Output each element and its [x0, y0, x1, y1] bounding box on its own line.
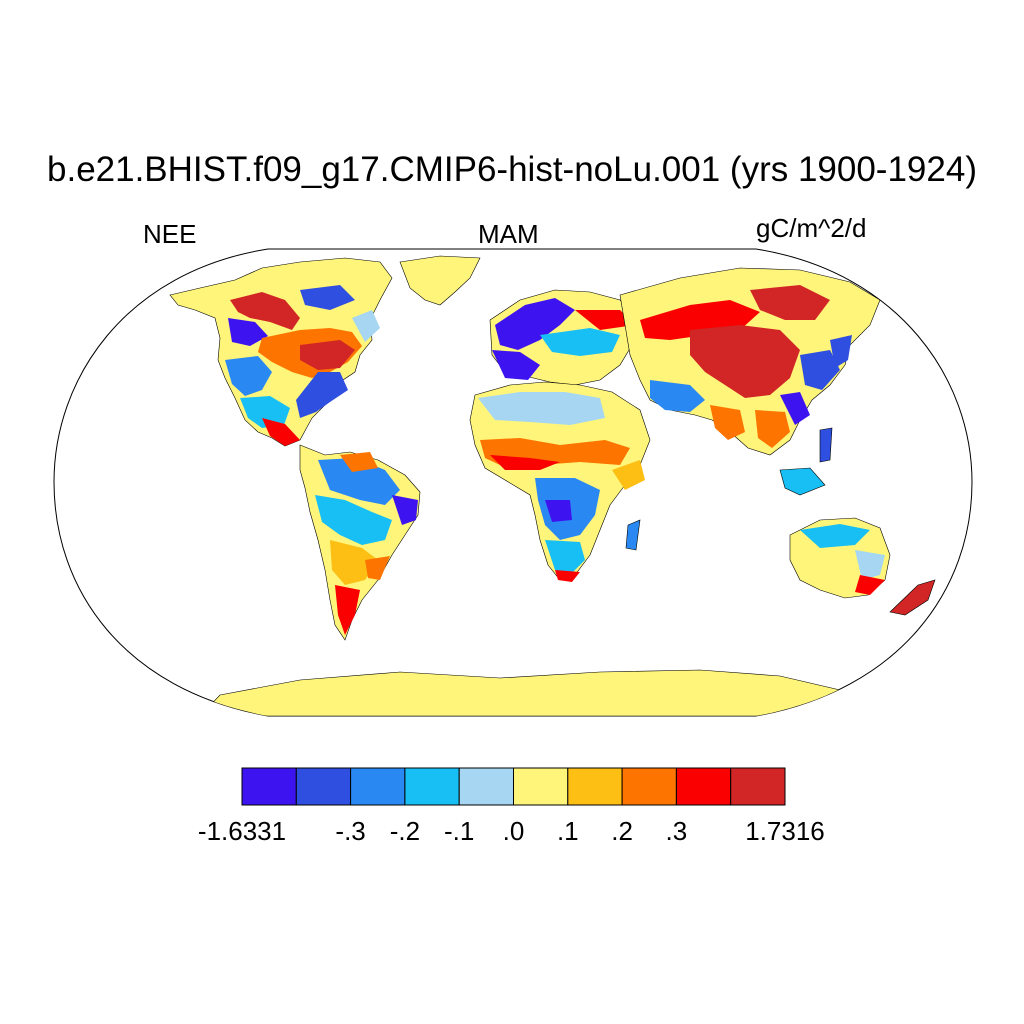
europe-region	[489, 289, 641, 386]
colorbar-tick-label: .3	[666, 816, 688, 846]
colorbar-tick-label: -.3	[335, 816, 365, 846]
colorbar-swatch-6	[567, 767, 623, 806]
africa-region	[469, 381, 651, 582]
variable-label: NEE	[143, 219, 197, 249]
south-america-region	[299, 444, 421, 641]
colorbar-tick-labels: -1.6331 -.3 -.2 -.1 .0 .1 .2 .3 1.7316	[198, 816, 825, 846]
colorbar-swatch-4	[458, 767, 515, 806]
season-label: MAM	[478, 219, 539, 249]
colorbar-tick-label: -1.6331	[198, 816, 286, 846]
colorbar	[241, 767, 786, 806]
figure-title: b.e21.BHIST.f09_g17.CMIP6-hist-noLu.001 …	[47, 150, 977, 189]
colorbar-tick-label: .2	[611, 816, 633, 846]
north-america-region	[169, 257, 393, 447]
antarctica-region	[199, 669, 861, 716]
colorbar-swatch-2	[350, 767, 406, 806]
land-layer	[169, 255, 936, 716]
colorbar-swatch-3	[404, 767, 460, 806]
units-label: gC/m^2/d	[756, 213, 867, 243]
colorbar-tick-label: -.2	[390, 816, 420, 846]
colorbar-swatch-7	[621, 767, 677, 806]
colorbar-swatch-8	[675, 767, 732, 806]
colorbar-tick-label: .1	[557, 816, 579, 846]
colorbar-swatch-1	[295, 767, 352, 806]
colorbar-tick-label: .0	[503, 816, 525, 846]
colorbar-tick-label: 1.7316	[745, 816, 825, 846]
colorbar-swatch-5	[513, 767, 569, 806]
asia-region	[619, 267, 881, 496]
greenland-region	[399, 255, 481, 306]
australia-region	[789, 517, 936, 616]
colorbar-swatch-9	[730, 767, 786, 806]
colorbar-tick-label: -.1	[444, 816, 474, 846]
colorbar-swatch-0	[241, 767, 297, 806]
